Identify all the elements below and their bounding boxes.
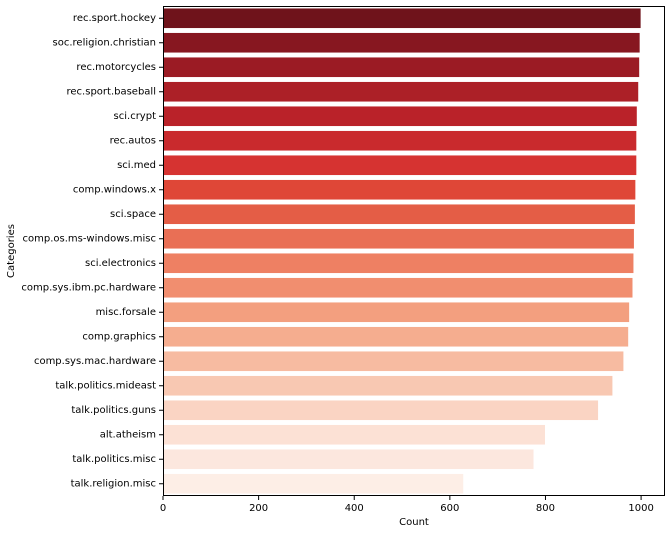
x-tick-label: 0 <box>160 503 166 514</box>
x-axis-ticks: 0 200 400 600 800 1000 <box>160 496 654 514</box>
bar-comp.windows.x <box>163 179 636 200</box>
bar-sci.space <box>163 204 635 225</box>
y-tick-label: alt.atheism <box>100 429 156 440</box>
bar-sci.med <box>163 155 637 176</box>
bar-talk.politics.mideast <box>163 375 613 396</box>
x-tick-label: 400 <box>345 503 364 514</box>
y-tick-label: talk.politics.misc <box>72 454 156 465</box>
bar-comp.sys.mac.hardware <box>163 351 624 372</box>
y-axis-ticks: rec.sport.hockey soc.religion.christian re… <box>21 13 163 489</box>
y-tick-label: talk.politics.mideast <box>55 380 156 391</box>
bar-rec.motorcycles <box>163 57 640 78</box>
y-tick-label: rec.motorcycles <box>76 62 156 73</box>
y-tick-label: sci.med <box>117 160 156 171</box>
y-tick-label: soc.religion.christian <box>53 37 156 48</box>
y-tick-label: comp.sys.ibm.pc.hardware <box>21 282 156 293</box>
x-tick-label: 1000 <box>628 503 653 514</box>
bar-misc.forsale <box>163 302 630 323</box>
bar-comp.os.ms-windows.misc <box>163 228 634 249</box>
bars-group <box>163 8 641 494</box>
y-tick-label: rec.sport.hockey <box>73 13 156 24</box>
bar-rec.sport.baseball <box>163 81 639 102</box>
bar-comp.sys.ibm.pc.hardware <box>163 277 633 298</box>
x-tick-label: 200 <box>249 503 268 514</box>
y-tick-label: comp.graphics <box>82 331 156 342</box>
x-tick-label: 800 <box>536 503 555 514</box>
y-tick-label: talk.politics.guns <box>71 405 156 416</box>
bar-alt.atheism <box>163 424 545 445</box>
bar-rec.autos <box>163 130 637 151</box>
plot-frame <box>163 6 665 496</box>
y-tick-label: comp.sys.mac.hardware <box>34 356 156 367</box>
y-tick-label: comp.os.ms-windows.misc <box>22 233 156 244</box>
y-tick-label: rec.autos <box>110 135 156 146</box>
x-axis-label: Count <box>399 517 429 528</box>
y-tick-label: rec.sport.baseball <box>67 86 156 97</box>
x-tick-label: 600 <box>440 503 459 514</box>
bar-talk.politics.guns <box>163 400 599 421</box>
bar-soc.religion.christian <box>163 32 640 53</box>
y-tick-label: sci.space <box>110 209 156 220</box>
bar-rec.sport.hockey <box>163 8 641 29</box>
y-axis-label: Categories <box>6 224 17 278</box>
bar-sci.crypt <box>163 106 637 127</box>
bar-talk.politics.misc <box>163 449 534 470</box>
y-tick-label: sci.electronics <box>85 258 156 269</box>
y-tick-label: misc.forsale <box>96 307 156 318</box>
bar-sci.electronics <box>163 253 634 274</box>
bar-comp.graphics <box>163 326 629 347</box>
y-tick-label: comp.windows.x <box>73 184 156 195</box>
y-tick-label: sci.crypt <box>114 111 157 122</box>
y-tick-label: talk.religion.misc <box>71 478 156 489</box>
bar-talk.religion.misc <box>163 473 464 494</box>
